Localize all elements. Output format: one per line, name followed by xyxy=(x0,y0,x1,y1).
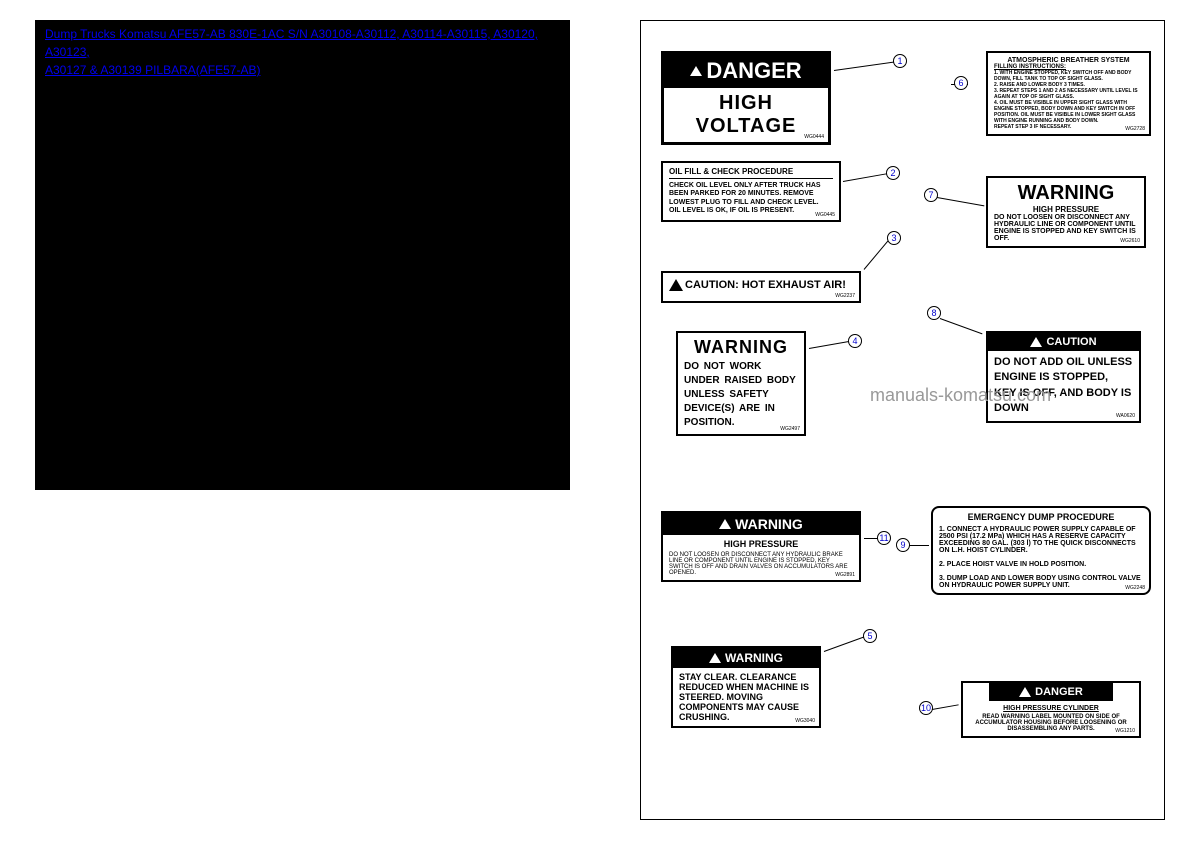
label-raised-body: WARNING DO NOT WORK UNDER RAISED BODY UN… xyxy=(676,331,806,436)
decal-diagram: DANGER HIGH VOLTAGE WG0444 OIL FILL & CH… xyxy=(640,20,1165,820)
warning-triangle-icon xyxy=(709,653,721,663)
callout-2: 2 xyxy=(886,166,900,180)
callout-11: 11 xyxy=(877,531,891,545)
label-breather: ATMOSPHERIC BREATHER SYSTEM FILLING INST… xyxy=(986,51,1151,136)
label1-partno: WG0444 xyxy=(804,134,824,140)
label-no-oil: CAUTION DO NOT ADD OIL UNLESS ENGINE IS … xyxy=(986,331,1141,423)
label9-body: 1. CONNECT A HYDRAULIC POWER SUPPLY CAPA… xyxy=(939,526,1143,589)
label7-sub: HIGH PRESSURE xyxy=(994,205,1138,214)
link-line2: A30127 & A30139 PILBARA(AFE57-AB) xyxy=(45,63,260,77)
label9-title: EMERGENCY DUMP PROCEDURE xyxy=(939,512,1143,522)
label6-body: 1. WITH ENGINE STOPPED, KEY SWITCH OFF A… xyxy=(994,70,1143,130)
callout-3: 3 xyxy=(887,231,901,245)
label5-body: STAY CLEAR. CLEARANCE REDUCED WHEN MACHI… xyxy=(679,672,813,722)
leader-2 xyxy=(843,173,887,182)
label6-title: ATMOSPHERIC BREATHER SYSTEM xyxy=(994,57,1143,64)
callout-5: 5 xyxy=(863,629,877,643)
leader-10 xyxy=(932,704,959,710)
callout-1: 1 xyxy=(893,54,907,68)
label2-partno: WG0445 xyxy=(815,212,835,218)
label2-title: OIL FILL & CHECK PROCEDURE xyxy=(669,167,833,179)
label-stay-clear: WARNING STAY CLEAR. CLEARANCE REDUCED WH… xyxy=(671,646,821,728)
label7-partno: WG2610 xyxy=(1120,238,1140,244)
label8-header: CAUTION xyxy=(988,333,1139,351)
callout-10: 10 xyxy=(919,701,933,715)
label-brake-pressure: WARNING HIGH PRESSURE DO NOT LOOSEN OR D… xyxy=(661,511,861,582)
label8-partno: WA0620 xyxy=(1116,413,1135,419)
leader-8 xyxy=(940,318,983,334)
danger-header-1: DANGER xyxy=(664,54,828,88)
label-oil-fill: OIL FILL & CHECK PROCEDURE CHECK OIL LEV… xyxy=(661,161,841,222)
label9-partno: WG2248 xyxy=(1125,585,1145,591)
callout-7: 7 xyxy=(924,188,938,202)
link-line1: Dump Trucks Komatsu AFE57-AB 830E-1AC S/… xyxy=(45,27,538,59)
label3-body: CAUTION: HOT EXHAUST AIR! xyxy=(669,279,853,291)
label2-body: CHECK OIL LEVEL ONLY AFTER TRUCK HAS BEE… xyxy=(669,182,833,216)
catalog-link[interactable]: Dump Trucks Komatsu AFE57-AB 830E-1AC S/… xyxy=(45,27,538,77)
leader-7 xyxy=(937,197,984,206)
label11-body: DO NOT LOOSEN OR DISCONNECT ANY HYDRAULI… xyxy=(669,552,853,576)
left-black-panel: Dump Trucks Komatsu AFE57-AB 830E-1AC S/… xyxy=(35,20,570,490)
label6-partno: WG2728 xyxy=(1125,126,1145,132)
leader-3 xyxy=(864,239,890,270)
label-danger-voltage: DANGER HIGH VOLTAGE WG0444 xyxy=(661,51,831,145)
label-hyd-pressure: WARNING HIGH PRESSURE DO NOT LOOSEN OR D… xyxy=(986,176,1146,248)
label4-partno: WG2497 xyxy=(780,426,800,432)
warning-triangle-icon xyxy=(690,66,702,76)
label10-partno: WG1210 xyxy=(1115,728,1135,734)
leader-4 xyxy=(809,341,851,349)
warning-triangle-icon xyxy=(1030,337,1042,347)
label11-partno: WG2891 xyxy=(835,572,855,578)
label4-body: DO NOT WORK UNDER RAISED BODY UNLESS SAF… xyxy=(684,360,798,430)
leader-1 xyxy=(834,61,896,71)
callout-6: 6 xyxy=(954,76,968,90)
caution-triangle-icon xyxy=(669,279,683,291)
label7-body: DO NOT LOOSEN OR DISCONNECT ANY HYDRAULI… xyxy=(994,214,1138,242)
warning-triangle-icon xyxy=(1019,687,1031,697)
label1-body: HIGH VOLTAGE xyxy=(670,92,822,138)
callout-4: 4 xyxy=(848,334,862,348)
label5-partno: WG3040 xyxy=(795,718,815,724)
label3-partno: WG2237 xyxy=(835,293,855,299)
watermark: manuals-komatsu.com xyxy=(870,385,1051,406)
label7-header: WARNING xyxy=(994,182,1138,205)
label-cylinder: DANGER HIGH PRESSURE CYLINDER READ WARNI… xyxy=(961,681,1141,738)
leader-9 xyxy=(909,545,929,546)
warning-triangle-icon xyxy=(719,519,731,529)
label11-header: WARNING xyxy=(663,513,859,535)
label10-body: READ WARNING LABEL MOUNTED ON SIDE OF AC… xyxy=(969,714,1133,732)
callout-8: 8 xyxy=(927,306,941,320)
label5-header: WARNING xyxy=(673,648,819,668)
label11-sub: HIGH PRESSURE xyxy=(669,539,853,549)
leader-5 xyxy=(824,636,867,652)
label4-header: WARNING xyxy=(684,337,798,358)
label10-sub: HIGH PRESSURE CYLINDER xyxy=(969,705,1133,712)
callout-9: 9 xyxy=(896,538,910,552)
label10-header: DANGER xyxy=(989,683,1113,701)
label-emergency-dump: EMERGENCY DUMP PROCEDURE 1. CONNECT A HY… xyxy=(931,506,1151,595)
label-hot-exhaust: CAUTION: HOT EXHAUST AIR! WG2237 xyxy=(661,271,861,303)
